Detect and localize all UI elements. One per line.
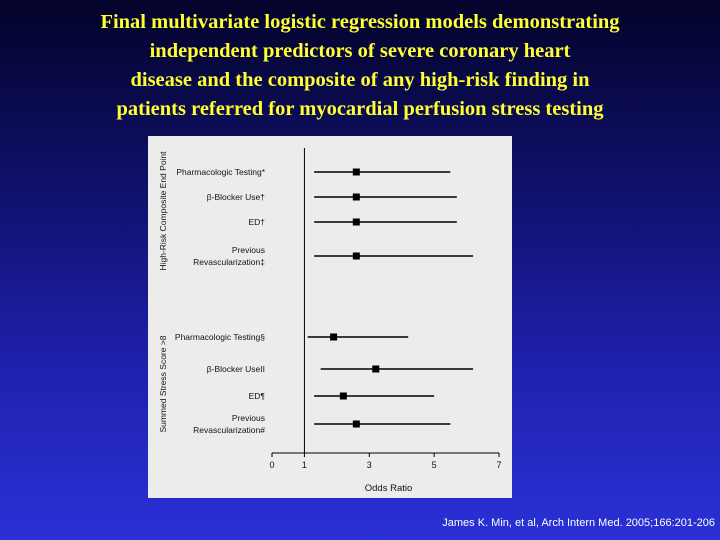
x-tick-label: 7 bbox=[496, 460, 501, 470]
row-label: Previous bbox=[232, 245, 265, 255]
row-label: Revascularization# bbox=[193, 425, 265, 435]
title-line-1: Final multivariate logistic regression m… bbox=[100, 11, 620, 33]
row-label: β-Blocker UseII bbox=[207, 364, 265, 374]
row-label: β-Blocker Use† bbox=[207, 192, 266, 202]
citation: James K. Min, et al, Arch Intern Med. 20… bbox=[442, 517, 715, 529]
row-label: Pharmacologic Testing* bbox=[176, 167, 265, 177]
title-line-4: patients referred for myocardial perfusi… bbox=[116, 98, 604, 120]
x-tick-label: 5 bbox=[432, 460, 437, 470]
forest-plot-panel: 0 1 3 5 7 Odds Ratio High-Risk Composite End P… bbox=[148, 136, 512, 498]
odds-ratio-marker bbox=[352, 168, 360, 176]
row-label: Previous bbox=[232, 413, 265, 423]
row-label: ED† bbox=[248, 217, 265, 227]
title-line-3: disease and the composite of any high-ri… bbox=[130, 69, 590, 91]
slide-title: Final multivariate logistic regression m… bbox=[0, 8, 720, 124]
odds-ratio-marker bbox=[330, 333, 338, 341]
odds-ratio-marker bbox=[352, 420, 360, 428]
group-label: Summed Stress Score >8 bbox=[158, 335, 168, 432]
odds-ratio-marker bbox=[339, 392, 347, 400]
group-label: High-Risk Composite End Point bbox=[158, 151, 168, 271]
x-tick-label: 1 bbox=[302, 460, 307, 470]
row-label: Pharmacologic Testing§ bbox=[175, 332, 265, 342]
odds-ratio-marker bbox=[352, 252, 360, 260]
row-label: Revascularization‡ bbox=[193, 257, 265, 267]
x-tick-label: 3 bbox=[367, 460, 372, 470]
x-tick-label: 0 bbox=[269, 460, 274, 470]
odds-ratio-marker bbox=[372, 365, 380, 373]
odds-ratio-marker bbox=[352, 193, 360, 201]
title-line-2: independent predictors of severe coronar… bbox=[149, 40, 571, 62]
odds-ratio-marker bbox=[352, 218, 360, 226]
row-label: ED¶ bbox=[249, 391, 266, 401]
forest-plot: 0 1 3 5 7 Odds Ratio High-Risk Composite End P… bbox=[158, 148, 502, 494]
x-axis-label: Odds Ratio bbox=[365, 483, 413, 494]
